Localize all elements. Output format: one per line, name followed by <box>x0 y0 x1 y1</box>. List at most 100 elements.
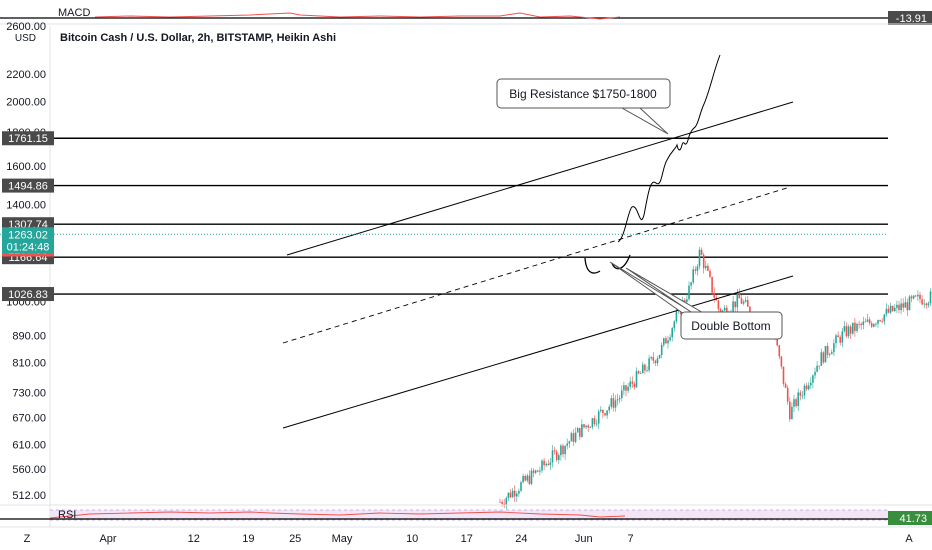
scale-button-a[interactable]: A <box>905 533 913 545</box>
candle-body <box>700 249 703 255</box>
candle-body <box>635 371 638 388</box>
price-tick-label: 560.00 <box>12 464 46 476</box>
rsi-band <box>50 510 888 520</box>
candle-body <box>717 300 720 310</box>
candle-body <box>652 357 655 361</box>
candle-body <box>873 324 875 327</box>
candle-body <box>856 323 858 332</box>
candle-body <box>595 423 598 425</box>
candle-body <box>589 427 592 428</box>
resistance-callout-text: Big Resistance $1750-1800 <box>509 87 657 101</box>
candle-body <box>906 302 909 311</box>
candle-body <box>671 328 673 338</box>
candle-body <box>891 305 894 312</box>
resistance-callout-box <box>496 78 671 109</box>
candle-body <box>625 385 627 391</box>
candle-body <box>684 300 686 303</box>
candle-body <box>723 307 726 311</box>
candle-body <box>875 323 877 325</box>
candle-body <box>803 385 806 396</box>
time-tick-label: 17 <box>461 533 473 545</box>
time-axis[interactable]: Apr 12 19 25 May 10 17 24 Jun 7 <box>99 533 633 545</box>
candle-body <box>520 482 522 491</box>
macd-label: MACD <box>58 7 90 19</box>
candle-body <box>560 445 562 456</box>
candle-body <box>673 321 676 329</box>
scale-button-z[interactable]: Z <box>24 533 31 545</box>
candle-body <box>816 365 818 372</box>
candle-body <box>866 319 869 322</box>
current-price-label: 1263.02 <box>8 229 48 241</box>
candle-body <box>820 352 823 366</box>
candle-body <box>747 300 749 307</box>
candle-body <box>889 305 892 313</box>
candle-body <box>534 470 537 473</box>
candle-body <box>789 401 791 420</box>
candle-body <box>927 303 930 306</box>
level-badge <box>2 287 54 302</box>
candle-body <box>600 409 602 412</box>
price-tick-label: 610.00 <box>12 439 46 451</box>
candle-body <box>919 294 921 300</box>
candle-body <box>879 320 881 322</box>
candle-body <box>782 366 785 384</box>
candle-body <box>877 320 879 324</box>
time-tick-label: 7 <box>628 533 634 545</box>
candle-body <box>917 294 919 297</box>
rsi-pane: RSI 41.73 <box>0 509 932 525</box>
candle-body <box>797 392 799 407</box>
candle-body <box>881 321 883 322</box>
candle-body <box>642 364 644 374</box>
channel-upper-line <box>286 101 794 256</box>
resistance-callout-pointer <box>620 107 669 135</box>
candle-body <box>610 398 613 407</box>
candle-body <box>576 428 579 433</box>
candle-body <box>845 326 848 337</box>
candle-body <box>837 335 839 338</box>
price-tick-label: 2600.00 <box>6 21 46 33</box>
candle-body <box>799 392 802 396</box>
candle-body <box>614 400 617 408</box>
candle-body <box>921 299 923 305</box>
candle-body <box>923 303 925 305</box>
candle-body <box>629 381 631 387</box>
candle-body <box>810 382 812 386</box>
channel-lower-line <box>282 275 794 429</box>
candle-body <box>551 450 554 463</box>
double-bottom-callout-box <box>680 311 783 340</box>
price-tick-label: 730.00 <box>12 388 46 400</box>
candle-body <box>852 322 854 334</box>
candle-body <box>900 303 902 311</box>
candle-body <box>870 323 873 327</box>
candle-body <box>501 501 503 504</box>
candle-body <box>547 463 550 465</box>
rsi-value-badge <box>888 511 932 525</box>
candle-body <box>744 300 747 302</box>
candle-body <box>566 443 568 446</box>
candle-body <box>749 306 751 316</box>
currency-label: USD <box>15 33 36 44</box>
double-bottom-left-arc <box>584 257 601 274</box>
time-tick-label: 10 <box>406 533 418 545</box>
level-badge-label: 1494.86 <box>8 181 48 193</box>
price-tick-label: 810.00 <box>12 358 46 370</box>
candle-body <box>705 265 707 269</box>
candle-body <box>503 503 505 505</box>
candle-body <box>660 344 663 355</box>
candle-body <box>843 326 846 332</box>
candle-body <box>925 303 928 306</box>
candle-body <box>826 345 829 355</box>
candle-body <box>623 385 625 391</box>
price-axis[interactable]: 512.00 560.00 610.00 670.00 730.00 810.00 890.… <box>6 21 51 527</box>
candles <box>499 246 932 510</box>
candle-body <box>822 352 825 363</box>
candle-body <box>738 293 741 299</box>
candle-body <box>637 371 640 374</box>
price-tick-label: 890.00 <box>12 330 46 342</box>
candle-body <box>572 433 575 442</box>
candle-body <box>915 295 917 297</box>
rsi-label: RSI <box>58 509 76 521</box>
candle-body <box>654 360 657 364</box>
candle-body <box>604 413 606 416</box>
candle-body <box>499 501 501 503</box>
